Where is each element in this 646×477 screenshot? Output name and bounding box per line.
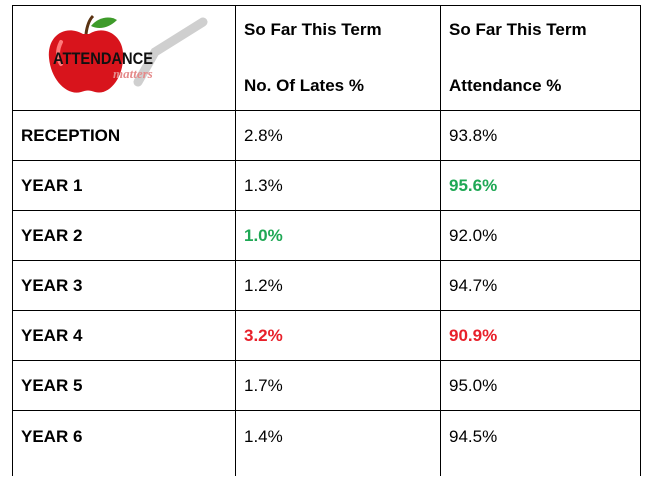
value-cell: 95.0% — [441, 361, 641, 411]
header-cell: So Far This Term Attendance % — [441, 6, 641, 111]
value-cell: 1.4% — [236, 411, 441, 477]
row-label: YEAR 1 — [13, 161, 236, 211]
value-cell: 94.7% — [441, 261, 641, 311]
header-cell: So Far This Term No. Of Lates % — [236, 6, 441, 111]
value-cell: 95.6% — [441, 161, 641, 211]
value-cell: 93.8% — [441, 111, 641, 161]
value-cell: 92.0% — [441, 211, 641, 261]
value-cell: 1.2% — [236, 261, 441, 311]
row-label: YEAR 4 — [13, 311, 236, 361]
logo: ATTENDANCE matters — [43, 12, 213, 98]
header-text: So Far This Term — [449, 20, 640, 40]
logo-subtext: matters — [113, 66, 153, 81]
value-cell: 94.5% — [441, 411, 641, 477]
row-label: YEAR 6 — [13, 411, 236, 477]
row-label: RECEPTION — [13, 111, 236, 161]
header-text: Attendance % — [449, 76, 640, 96]
logo-cell: ATTENDANCE matters — [13, 6, 236, 111]
value-cell: 3.2% — [236, 311, 441, 361]
header-text: No. Of Lates % — [244, 76, 440, 96]
value-cell: 1.0% — [236, 211, 441, 261]
row-label: YEAR 3 — [13, 261, 236, 311]
value-cell: 1.7% — [236, 361, 441, 411]
row-label: YEAR 2 — [13, 211, 236, 261]
value-cell: 1.3% — [236, 161, 441, 211]
page: {"logo": {"line1": "ATTENDANCE", "line2"… — [0, 0, 646, 477]
value-cell: 90.9% — [441, 311, 641, 361]
row-label: YEAR 5 — [13, 361, 236, 411]
value-cell: 2.8% — [236, 111, 441, 161]
attendance-table: ATTENDANCE matters So Far This Term No. … — [12, 5, 641, 476]
header-text: So Far This Term — [244, 20, 440, 40]
header-row: ATTENDANCE matters So Far This Term No. … — [13, 6, 641, 111]
